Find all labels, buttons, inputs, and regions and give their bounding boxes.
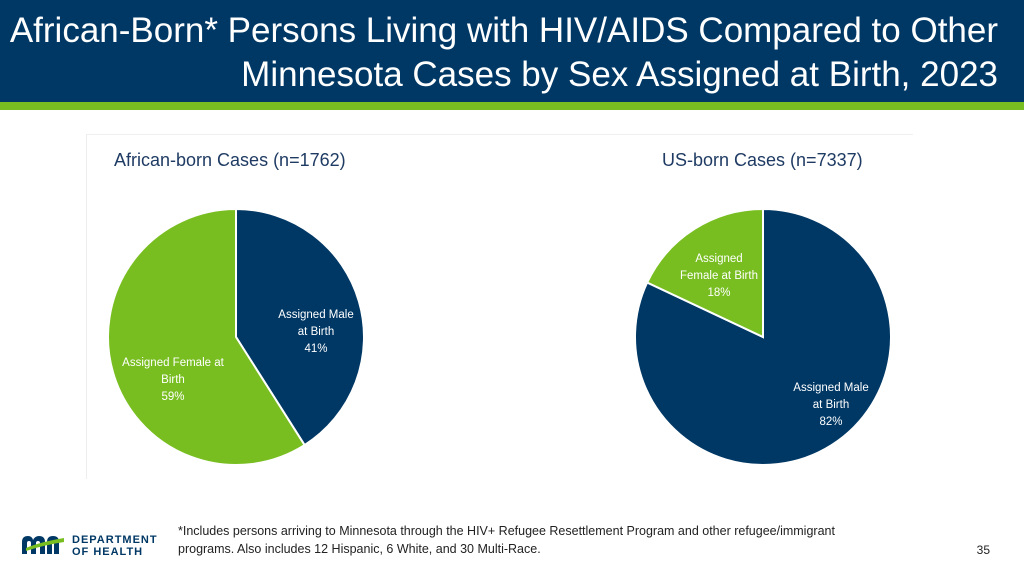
footnote: *Includes persons arriving to Minnesota …	[178, 522, 918, 558]
pie-chart-us-born: Assigned Male at Birth 82% Assigned Female a…	[634, 207, 892, 466]
slice-label-0-0: Assigned Male at Birth 41%	[278, 309, 353, 355]
logo-text-line-1: DEPARTMENT	[72, 534, 158, 546]
page-number: 35	[976, 543, 990, 557]
pie-slice-1-1	[645, 207, 764, 339]
slice-label-1-1: Assigned Female at Birth 18%	[680, 253, 758, 299]
slide-title-line-1: African-Born* Persons Living with HIV/AI…	[9, 11, 998, 50]
chart-panel	[86, 134, 913, 479]
slice-label-0-1: Assigned Female at Birth 59%	[122, 357, 224, 403]
pie-slice-1-0	[634, 207, 892, 466]
footnote-line-1: *Includes persons arriving to Minnesota …	[178, 524, 835, 538]
title-banner: African-Born* Persons Living with HIV/AI…	[0, 0, 1024, 102]
slide-title: African-Born* Persons Living with HIV/AI…	[8, 9, 998, 97]
logo-text-line-2: OF HEALTH	[72, 546, 144, 558]
chart-title-african-born: African-born Cases (n=1762)	[114, 150, 346, 170]
slice-label-1-0: Assigned Male at Birth 82%	[793, 382, 868, 428]
logo-wordmark: DEPARTMENT OF HEALTH	[72, 534, 158, 558]
mn-state-logo-icon	[22, 536, 64, 554]
footnote-line-2: programs. Also includes 12 Hispanic, 6 W…	[178, 542, 541, 556]
pie-slice-0-1	[107, 207, 306, 466]
accent-divider	[0, 102, 1024, 110]
slide-title-line-2: Minnesota Cases by Sex Assigned at Birth…	[241, 55, 998, 94]
chart-title-us-born: US-born Cases (n=7337)	[662, 150, 863, 170]
pie-chart-african-born: Assigned Male at Birth 41% Assigned Female …	[107, 207, 365, 466]
